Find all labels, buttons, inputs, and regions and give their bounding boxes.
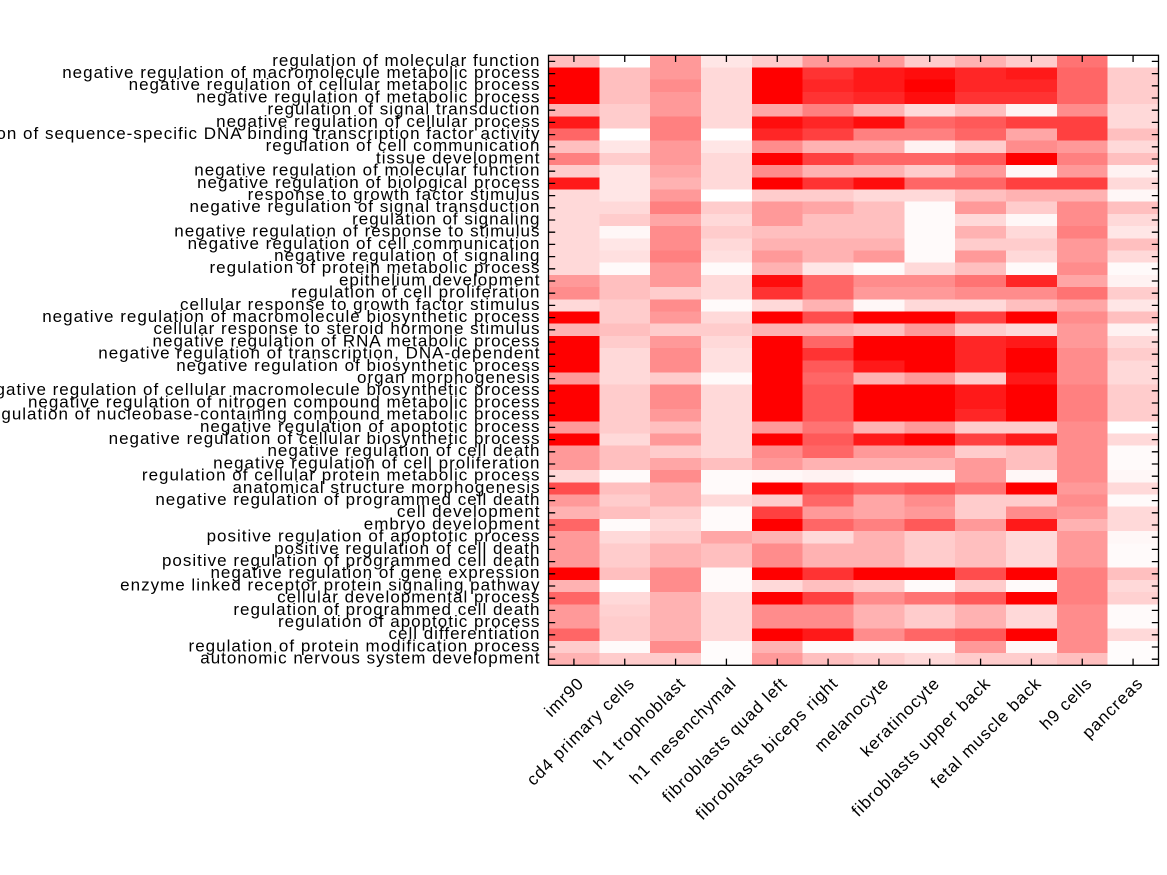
svg-text:positive regulation of cell de: positive regulation of cell death [274,539,540,558]
svg-text:cell development: cell development [397,502,541,521]
svg-text:negative regulation of signali: negative regulation of signaling [274,246,540,265]
svg-text:regulation of cellular protein: regulation of cellular protein metabolic… [142,466,541,485]
svg-text:regulation of molecular functi: regulation of molecular function [272,51,540,70]
svg-text:cellular developmental process: cellular developmental process [277,588,540,607]
svg-text:epithelium development: epithelium development [339,270,541,289]
svg-text:regulation of protein modifica: regulation of protein modification proce… [189,636,541,655]
svg-text:negative regulation of cellula: negative regulation of cellular process [216,112,540,131]
svg-text:regulation of cell proliferati: regulation of cell proliferation [291,283,540,302]
svg-text:negative regulation of signal: negative regulation of signal transducti… [189,197,540,216]
svg-text:negative regulation of sequenc: negative regulation of sequence-specific… [0,124,541,143]
svg-text:negative regulation of transcr: negative regulation of transcription, DN… [98,344,540,363]
svg-text:negative regulation of cellula: negative regulation of cellular metaboli… [129,75,541,94]
svg-text:negative regulation of cell pr: negative regulation of cell proliferatio… [213,453,540,472]
svg-text:negative regulation of program: negative regulation of programmed cell d… [155,490,540,509]
svg-text:negative regulation of biologi: negative regulation of biological proces… [197,173,540,192]
svg-text:response to growth factor stim: response to growth factor stimulus [248,185,541,204]
svg-text:regulation of programmed cell: regulation of programmed cell death [233,600,540,619]
svg-text:negative regulation of macromo: negative regulation of macromolecule met… [62,63,540,82]
svg-text:negative regulation of gene ex: negative regulation of gene expression [210,563,540,582]
svg-text:negative regulation of macromo: negative regulation of macromolecule bio… [42,307,540,326]
svg-text:organ morphogenesis: organ morphogenesis [357,368,540,387]
svg-text:negative regulation of nitroge: negative regulation of nitrogen compound… [28,392,541,411]
svg-text:regulation of signaling: regulation of signaling [352,209,540,228]
svg-text:positive regulation of apoptot: positive regulation of apoptotic process [207,527,541,546]
svg-text:negative regulation of nucleob: negative regulation of nucleobase-contai… [0,405,541,424]
svg-text:negative regulation of RNA met: negative regulation of RNA metabolic pro… [153,331,541,350]
svg-text:negative regulation of cell co: negative regulation of cell communicatio… [188,234,541,253]
svg-text:autonomic nervous system devel: autonomic nervous system development [200,649,540,668]
svg-text:negative regulation of respons: negative regulation of response to stimu… [174,222,540,241]
svg-text:tissue development: tissue development [376,148,540,167]
svg-text:cellular response to growth fa: cellular response to growth factor stimu… [180,295,540,314]
svg-text:cellular response to steroid h: cellular response to steroid hormone sti… [153,319,540,338]
svg-text:regulation of signal transduct: regulation of signal transduction [267,100,540,119]
svg-text:positive regulation of program: positive regulation of programmed cell d… [162,551,541,570]
svg-text:negative regulation of molecul: negative regulation of molecular functio… [194,161,540,180]
svg-text:negative regulation of cellula: negative regulation of cellular macromol… [0,380,541,399]
svg-text:regulation of protein metaboli: regulation of protein metabolic process [210,258,541,277]
svg-text:negative regulation of metabol: negative regulation of metabolic process [196,87,540,106]
svg-text:negative regulation of apoptot: negative regulation of apoptotic process [200,417,541,436]
svg-text:enzyme linked receptor protein: enzyme linked receptor protein signaling… [120,575,540,594]
svg-text:regulation of cell communicati: regulation of cell communication [266,136,541,155]
svg-text:negative regulation of biosynt: negative regulation of biosynthetic proc… [176,356,540,375]
svg-text:regulation of apoptotic proces: regulation of apoptotic process [278,612,541,631]
svg-text:cell differentiation: cell differentiation [389,624,541,643]
svg-text:anatomical structure morphogen: anatomical structure morphogenesis [232,478,540,497]
svg-text:embryo development: embryo development [364,514,541,533]
svg-text:negative regulation of cellula: negative regulation of cellular biosynth… [109,429,541,448]
svg-text:negative regulation of cell de: negative regulation of cell death [267,441,540,460]
